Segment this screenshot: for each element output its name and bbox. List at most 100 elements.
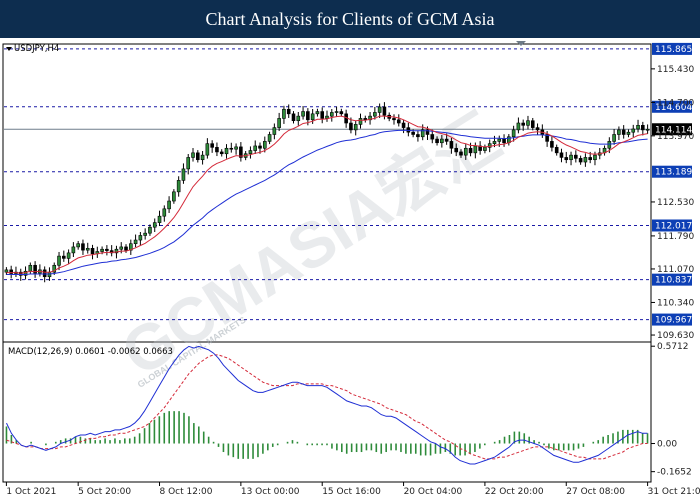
candle	[76, 240, 80, 250]
candle	[167, 196, 171, 213]
candle	[286, 104, 291, 118]
level-label-box	[652, 100, 692, 113]
candle	[234, 143, 238, 155]
candle	[81, 239, 85, 255]
candle	[66, 249, 71, 264]
candle	[239, 142, 243, 162]
candle	[90, 244, 95, 260]
candle	[215, 142, 219, 157]
candle	[569, 151, 573, 166]
candle	[267, 131, 272, 145]
candle	[282, 105, 286, 124]
candle	[57, 251, 61, 271]
time-tick-label: 8 Oct 12:00	[160, 487, 213, 497]
macd-label: MACD(12,26,9) 0.0601 -0.0062 0.0663	[8, 347, 173, 357]
candle	[339, 108, 344, 117]
candle	[373, 106, 377, 120]
ema-fast-line	[6, 115, 648, 274]
macd-tick-label: 0.00	[657, 440, 677, 450]
price-tick-label: 111.070	[657, 265, 694, 275]
level-label-box	[652, 273, 692, 286]
time-axis: 1 Oct 2021 5 Oct 20:00 8 Oct 12:00 13 Oct 0…	[5, 482, 700, 497]
candle	[358, 113, 363, 129]
candle	[454, 143, 459, 157]
candle	[315, 108, 320, 117]
scroll-marker-icon	[516, 41, 526, 46]
candle	[152, 218, 157, 233]
price-tick-label: 112.530	[657, 198, 694, 208]
candle	[320, 107, 325, 124]
candle	[205, 138, 210, 159]
candle	[229, 142, 234, 153]
price-tick-label: 110.340	[657, 298, 694, 308]
candle	[511, 125, 516, 142]
level-label-box	[652, 313, 692, 326]
candle	[277, 112, 281, 132]
candle	[291, 111, 296, 124]
candle	[200, 151, 205, 165]
candle	[329, 109, 334, 122]
candle	[4, 267, 9, 275]
candle	[550, 136, 554, 152]
candle	[62, 250, 66, 262]
candle	[219, 149, 224, 157]
time-tick-label: 27 Oct 08:00	[566, 487, 625, 497]
candle	[578, 155, 583, 165]
current-price-label: 114.114	[655, 125, 692, 135]
candle	[521, 119, 525, 131]
ema-slow-line	[6, 129, 648, 275]
level-label: 112.017	[655, 221, 692, 231]
candle	[392, 114, 396, 125]
candle	[406, 122, 411, 137]
candle	[105, 245, 109, 256]
level-label: 113.189	[655, 168, 692, 178]
candle	[526, 115, 530, 130]
candle	[301, 106, 305, 120]
candle	[621, 125, 626, 139]
candle	[535, 123, 540, 135]
candle	[157, 210, 162, 227]
candle	[138, 232, 143, 246]
candle	[262, 136, 267, 153]
candle	[554, 144, 559, 156]
candle	[583, 153, 588, 167]
candle	[181, 163, 186, 184]
candle	[85, 242, 90, 254]
level-lines: 115.865 114.604 113.189 112.017 110.837 109.9…	[4, 42, 692, 326]
candle	[248, 146, 253, 159]
level-label-box	[652, 219, 692, 232]
candle	[530, 117, 535, 131]
candle	[631, 124, 636, 138]
price-tick-label: 109.630	[657, 331, 694, 341]
time-tick-label: 15 Oct 16:00	[322, 487, 381, 497]
main-panel-frame	[2, 43, 652, 343]
candle	[162, 205, 167, 222]
macd-panel-frame	[2, 341, 652, 483]
dropdown-triangle-icon[interactable]	[6, 47, 12, 51]
candle	[71, 242, 76, 258]
candle	[617, 126, 621, 140]
candle	[272, 123, 277, 140]
candle	[9, 265, 13, 279]
macd-tick-label: 0.5712	[657, 342, 689, 352]
candle	[463, 144, 468, 160]
candle	[143, 228, 147, 240]
price-axis: 115.430 114.700 113.970 112.530 111.790 111.0…	[651, 65, 694, 341]
candle	[564, 151, 569, 164]
candle	[440, 134, 444, 148]
time-tick-label: 1 Oct 2021	[6, 487, 56, 497]
level-label-box	[652, 42, 692, 55]
page-title: Chart Analysis for Clients of GCM Asia	[0, 0, 700, 38]
candle	[377, 103, 382, 118]
candle	[353, 120, 358, 136]
candle	[559, 148, 564, 163]
candle	[334, 106, 339, 117]
moving-averages	[6, 115, 648, 275]
level-label: 115.865	[655, 45, 692, 55]
candle	[612, 128, 616, 145]
time-tick-label: 31 Oct 21:01	[648, 487, 700, 497]
level-label: 109.967	[655, 316, 692, 326]
candle	[210, 140, 214, 153]
candle	[641, 121, 645, 136]
